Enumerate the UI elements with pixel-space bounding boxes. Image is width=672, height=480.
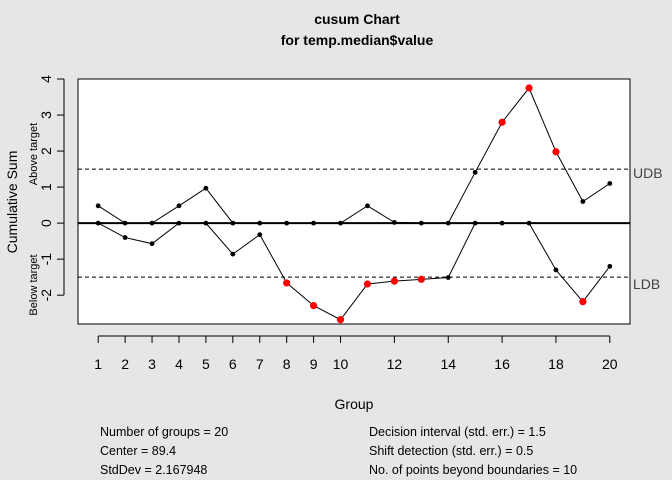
y-tick-label--2: -2 bbox=[38, 289, 54, 302]
data-point-above-target-16 bbox=[498, 118, 506, 126]
y-tick-label-4: 4 bbox=[38, 75, 54, 83]
data-point-above-target-13 bbox=[418, 220, 424, 226]
data-point-above-target-17 bbox=[525, 84, 533, 92]
data-point-above-target-6 bbox=[230, 220, 236, 226]
y-tick-label-1: 1 bbox=[38, 183, 54, 191]
x-tick-label-2: 2 bbox=[121, 356, 129, 372]
data-point-above-target-11 bbox=[365, 203, 370, 209]
data-point-below-target-5 bbox=[203, 220, 209, 226]
data-point-below-target-18 bbox=[553, 267, 559, 273]
stat-center: Center = 89.4 bbox=[100, 444, 177, 458]
x-tick-label-6: 6 bbox=[229, 356, 237, 372]
data-point-below-target-6 bbox=[230, 251, 236, 257]
series-line-below-target bbox=[97, 222, 611, 321]
x-tick-label-8: 8 bbox=[283, 356, 291, 372]
data-point-above-target-7 bbox=[257, 220, 263, 226]
data-point-above-target-3 bbox=[149, 220, 155, 226]
stats-right: Decision interval (std. err.) = 1.5 Shif… bbox=[369, 423, 577, 480]
stats-left: Number of groups = 20 Center = 89.4 StdD… bbox=[100, 423, 228, 480]
data-point-below-target-9 bbox=[310, 302, 318, 310]
y-tick-label-0: 0 bbox=[38, 219, 54, 227]
data-point-below-target-8 bbox=[283, 279, 291, 287]
data-point-below-target-3 bbox=[149, 241, 155, 247]
stat-points-beyond: No. of points beyond boundaries = 10 bbox=[369, 463, 578, 477]
data-point-above-target-14 bbox=[445, 220, 451, 226]
stat-stddev: StdDev = 2.167948 bbox=[100, 463, 208, 477]
series-line-above-target bbox=[97, 87, 611, 224]
data-point-above-target-5 bbox=[203, 185, 209, 191]
data-point-below-target-14 bbox=[445, 275, 451, 280]
y-tick-label--1: -1 bbox=[38, 253, 54, 266]
data-point-below-target-13 bbox=[417, 275, 425, 283]
data-point-below-target-12 bbox=[390, 277, 398, 285]
y-axis-label-below: Below target bbox=[28, 254, 40, 315]
data-point-above-target-18 bbox=[552, 148, 560, 156]
data-point-below-target-10 bbox=[336, 316, 345, 324]
stat-number-of-groups: Number of groups = 20 bbox=[100, 425, 229, 439]
plot-panel bbox=[77, 78, 631, 325]
y-tick-label-3: 3 bbox=[38, 111, 54, 119]
stat-decision-interval: Decision interval (std. err.) = 1.5 bbox=[369, 425, 546, 439]
x-tick-label-12: 12 bbox=[387, 356, 403, 372]
data-point-below-target-11 bbox=[363, 280, 372, 288]
data-point-above-target-10 bbox=[338, 220, 343, 226]
x-tick-label-16: 16 bbox=[494, 356, 510, 372]
x-tick-label-20: 20 bbox=[602, 356, 618, 372]
x-tick-label-14: 14 bbox=[440, 356, 456, 372]
data-point-above-target-8 bbox=[284, 220, 290, 226]
y-axis-label: Cumulative Sum bbox=[4, 151, 20, 254]
data-point-below-target-19 bbox=[579, 298, 587, 306]
stat-shift-detection: Shift detection (std. err.) = 0.5 bbox=[369, 444, 534, 458]
data-point-above-target-9 bbox=[311, 220, 317, 226]
data-point-below-target-7 bbox=[257, 232, 263, 238]
x-tick-label-1: 1 bbox=[94, 356, 102, 372]
data-point-below-target-20 bbox=[607, 263, 613, 269]
data-point-below-target-1 bbox=[95, 220, 101, 226]
data-point-above-target-20 bbox=[607, 181, 613, 186]
data-point-below-target-16 bbox=[499, 220, 505, 226]
x-tick-label-5: 5 bbox=[202, 356, 210, 372]
data-point-below-target-2 bbox=[122, 235, 128, 240]
data-point-below-target-15 bbox=[472, 220, 478, 226]
data-point-above-target-12 bbox=[391, 219, 397, 225]
data-point-above-target-15 bbox=[472, 169, 478, 175]
x-tick-label-3: 3 bbox=[148, 356, 156, 372]
y-tick-label-2: 2 bbox=[38, 147, 54, 155]
x-tick-label-18: 18 bbox=[548, 356, 564, 372]
x-tick-label-4: 4 bbox=[175, 356, 183, 372]
x-tick-label-10: 10 bbox=[333, 356, 349, 372]
data-point-above-target-1 bbox=[95, 203, 101, 209]
data-point-above-target-2 bbox=[122, 220, 128, 226]
data-point-above-target-4 bbox=[176, 203, 182, 209]
x-axis-label: Group bbox=[335, 396, 374, 412]
data-point-above-target-19 bbox=[580, 199, 586, 204]
chart-title: cusum Chart bbox=[314, 11, 400, 27]
ldb-label: LDB bbox=[633, 276, 660, 292]
y-axis-label-above: Above target bbox=[28, 123, 40, 185]
data-point-below-target-4 bbox=[176, 220, 182, 226]
udb-label: UDB bbox=[633, 165, 663, 181]
x-tick-label-9: 9 bbox=[310, 356, 318, 372]
chart-subtitle: for temp.median$value bbox=[281, 32, 434, 48]
data-point-below-target-17 bbox=[526, 220, 532, 226]
x-tick-label-7: 7 bbox=[256, 356, 264, 372]
